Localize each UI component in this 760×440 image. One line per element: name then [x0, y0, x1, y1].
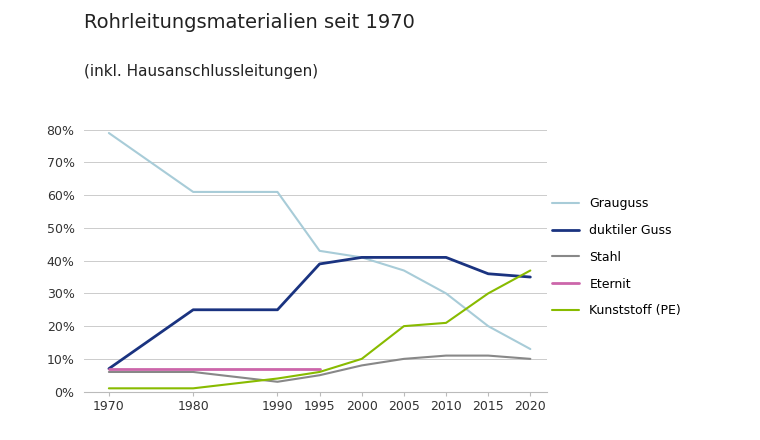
Text: (inkl. Hausanschlussleitungen): (inkl. Hausanschlussleitungen)	[84, 64, 318, 79]
Kunststoff (PE)	[399, 323, 408, 329]
Kunststoff (PE)	[442, 320, 451, 326]
Stahl	[526, 356, 535, 362]
Stahl	[315, 373, 325, 378]
Kunststoff (PE)	[526, 268, 535, 273]
duktiler Guss	[315, 261, 325, 267]
Line: Stahl: Stahl	[109, 356, 530, 382]
Grauguss	[357, 255, 366, 260]
Eternit	[104, 366, 113, 371]
duktiler Guss	[104, 366, 113, 371]
duktiler Guss	[188, 307, 198, 312]
Grauguss	[273, 189, 282, 194]
duktiler Guss	[483, 271, 492, 276]
Kunststoff (PE)	[315, 369, 325, 374]
Eternit	[315, 366, 325, 371]
Grauguss	[526, 346, 535, 352]
Stahl	[442, 353, 451, 358]
Grauguss	[188, 189, 198, 194]
duktiler Guss	[526, 275, 535, 280]
Stahl	[188, 369, 198, 374]
duktiler Guss	[357, 255, 366, 260]
Stahl	[357, 363, 366, 368]
Eternit	[273, 366, 282, 371]
duktiler Guss	[399, 255, 408, 260]
Grauguss	[399, 268, 408, 273]
Grauguss	[315, 248, 325, 253]
Grauguss	[442, 291, 451, 296]
Stahl	[399, 356, 408, 362]
Legend: Grauguss, duktiler Guss, Stahl, Eternit, Kunststoff (PE): Grauguss, duktiler Guss, Stahl, Eternit,…	[552, 198, 681, 317]
Line: Kunststoff (PE): Kunststoff (PE)	[109, 271, 530, 389]
Kunststoff (PE)	[357, 356, 366, 362]
Kunststoff (PE)	[188, 386, 198, 391]
Stahl	[273, 379, 282, 385]
Grauguss	[104, 130, 113, 136]
Grauguss	[483, 323, 492, 329]
Kunststoff (PE)	[104, 386, 113, 391]
duktiler Guss	[442, 255, 451, 260]
duktiler Guss	[273, 307, 282, 312]
Text: Rohrleitungsmaterialien seit 1970: Rohrleitungsmaterialien seit 1970	[84, 13, 414, 32]
Kunststoff (PE)	[483, 291, 492, 296]
Eternit	[188, 366, 198, 371]
Line: duktiler Guss: duktiler Guss	[109, 257, 530, 369]
Line: Grauguss: Grauguss	[109, 133, 530, 349]
Kunststoff (PE)	[273, 376, 282, 381]
Stahl	[104, 369, 113, 374]
Stahl	[483, 353, 492, 358]
